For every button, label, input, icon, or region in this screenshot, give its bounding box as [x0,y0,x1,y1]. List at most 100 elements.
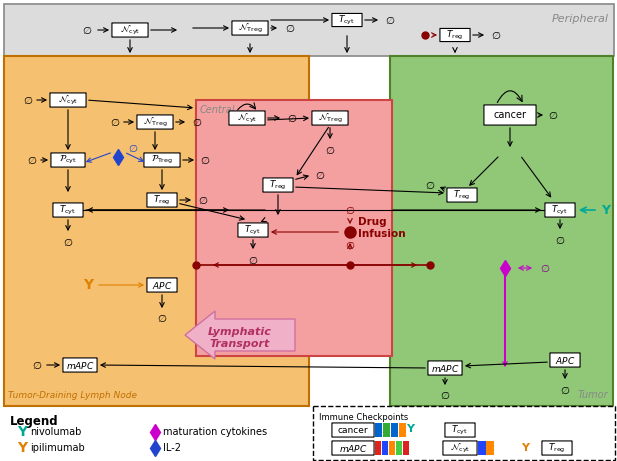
FancyBboxPatch shape [112,23,148,37]
Text: $\emptyset$: $\emptyset$ [540,262,550,274]
Text: Tumor-Draining Lymph Node: Tumor-Draining Lymph Node [8,391,137,400]
Text: $\mathcal{P}_{\rm cyt}$: $\mathcal{P}_{\rm cyt}$ [59,154,77,166]
FancyBboxPatch shape [445,423,475,437]
Bar [375,441,381,455]
Text: $mAPC$: $mAPC$ [65,360,94,371]
FancyBboxPatch shape [332,423,374,437]
Text: $T_{\rm reg}$: $T_{\rm reg}$ [153,194,171,207]
FancyBboxPatch shape [63,358,97,372]
FancyBboxPatch shape [332,441,374,455]
Text: $\emptyset$: $\emptyset$ [110,116,120,128]
Text: $T_{\rm cyt}$: $T_{\rm cyt}$ [552,203,568,217]
Text: $\emptyset$: $\emptyset$ [248,254,258,266]
Bar [4,4,614,56]
FancyBboxPatch shape [238,223,268,237]
Text: $T_{\rm reg}$: $T_{\rm reg}$ [453,189,471,201]
Text: $\emptyset$: $\emptyset$ [491,29,501,41]
Text: Central: Central [200,105,236,115]
FancyBboxPatch shape [484,105,536,125]
Text: Y: Y [406,424,414,434]
Text: $\emptyset$: $\emptyset$ [192,116,202,128]
Bar [4,56,309,406]
FancyBboxPatch shape [312,111,348,125]
FancyBboxPatch shape [550,353,580,367]
Text: Lymphatic
Transport: Lymphatic Transport [208,327,272,349]
FancyBboxPatch shape [51,153,85,167]
Bar [390,56,613,406]
FancyBboxPatch shape [447,188,477,202]
Bar [399,423,406,437]
Bar [486,441,494,455]
Text: Y: Y [17,441,27,455]
Bar [478,441,486,455]
Text: $T_{\rm reg}$: $T_{\rm reg}$ [269,178,287,192]
FancyBboxPatch shape [428,361,462,375]
FancyBboxPatch shape [53,203,83,217]
Text: $\emptyset$: $\emptyset$ [32,359,42,371]
Text: $\mathcal{P}_{\rm Treg}$: $\mathcal{P}_{\rm Treg}$ [151,154,173,166]
Text: $\emptyset$: $\emptyset$ [23,94,33,106]
Text: Peripheral: Peripheral [552,14,609,24]
FancyBboxPatch shape [147,278,177,292]
Text: Tumor: Tumor [578,390,608,400]
Text: $mAPC$: $mAPC$ [431,362,459,373]
Text: $\emptyset$: $\emptyset$ [440,389,450,401]
Bar [383,423,390,437]
Bar [396,441,402,455]
FancyBboxPatch shape [263,178,293,192]
Text: Y: Y [601,203,610,217]
Text: $T_{\rm cyt}$: $T_{\rm cyt}$ [59,203,77,217]
Text: cancer: cancer [337,426,368,435]
Text: $\emptyset$: $\emptyset$ [315,169,325,181]
Text: $\emptyset$: $\emptyset$ [345,239,355,251]
FancyArrow shape [185,311,295,359]
Text: Y: Y [17,425,27,439]
Text: $\emptyset$: $\emptyset$ [200,154,210,166]
FancyBboxPatch shape [232,21,268,35]
FancyBboxPatch shape [542,441,572,455]
Text: ipilimumab: ipilimumab [30,443,85,453]
FancyBboxPatch shape [137,115,173,129]
Bar [375,423,382,437]
FancyBboxPatch shape [147,193,177,207]
FancyBboxPatch shape [144,153,180,167]
Text: $\mathcal{N}_{\rm cyt}$: $\mathcal{N}_{\rm cyt}$ [237,112,257,124]
Text: $\emptyset$: $\emptyset$ [63,236,73,248]
Text: $T_{\rm cyt}$: $T_{\rm cyt}$ [339,13,355,27]
Text: $\emptyset$: $\emptyset$ [555,234,565,246]
Text: $APC$: $APC$ [152,279,172,290]
Text: $\emptyset$: $\emptyset$ [560,384,570,396]
Text: $T_{\rm reg}$: $T_{\rm reg}$ [446,29,464,41]
Text: $\emptyset$: $\emptyset$ [548,109,558,121]
Text: Immune Checkpoints: Immune Checkpoints [319,413,408,422]
Text: $\mathcal{N}_{\rm Treg}$: $\mathcal{N}_{\rm Treg}$ [143,115,167,129]
Text: nivolumab: nivolumab [30,427,81,437]
Text: $\mathcal{N}_{\rm cyt}$: $\mathcal{N}_{\rm cyt}$ [450,442,470,455]
FancyBboxPatch shape [50,93,86,107]
FancyBboxPatch shape [545,203,575,217]
Text: $\mathcal{N}_{\rm Treg}$: $\mathcal{N}_{\rm Treg}$ [238,22,262,35]
Text: $\emptyset$: $\emptyset$ [425,179,435,191]
Text: $T_{\rm reg}$: $T_{\rm reg}$ [549,442,566,455]
Text: cancer: cancer [494,110,526,120]
Text: Legend: Legend [10,415,59,428]
Text: maturation cytokines: maturation cytokines [163,427,267,437]
Bar [196,100,392,356]
FancyBboxPatch shape [332,13,362,27]
Text: $APC$: $APC$ [555,355,575,366]
Text: $\emptyset$: $\emptyset$ [325,144,335,156]
Bar [382,441,388,455]
Text: Drug
Infusion: Drug Infusion [358,217,405,239]
Text: $mAPC$: $mAPC$ [339,443,367,454]
Text: $\emptyset$: $\emptyset$ [287,112,297,124]
Text: $\emptyset$: $\emptyset$ [157,312,167,324]
Bar [389,441,395,455]
Text: $T_{\rm cyt}$: $T_{\rm cyt}$ [452,424,468,437]
Text: $\mathcal{N}_{\rm cyt}$: $\mathcal{N}_{\rm cyt}$ [120,24,140,36]
Text: $\emptyset$: $\emptyset$ [82,24,92,36]
Text: $T_{\rm cyt}$: $T_{\rm cyt}$ [244,224,262,236]
Text: $\emptyset$: $\emptyset$ [128,142,138,154]
Text: $\emptyset$: $\emptyset$ [198,194,208,206]
Text: $\mathcal{N}_{\rm cyt}$: $\mathcal{N}_{\rm cyt}$ [58,94,78,106]
Bar [403,441,409,455]
